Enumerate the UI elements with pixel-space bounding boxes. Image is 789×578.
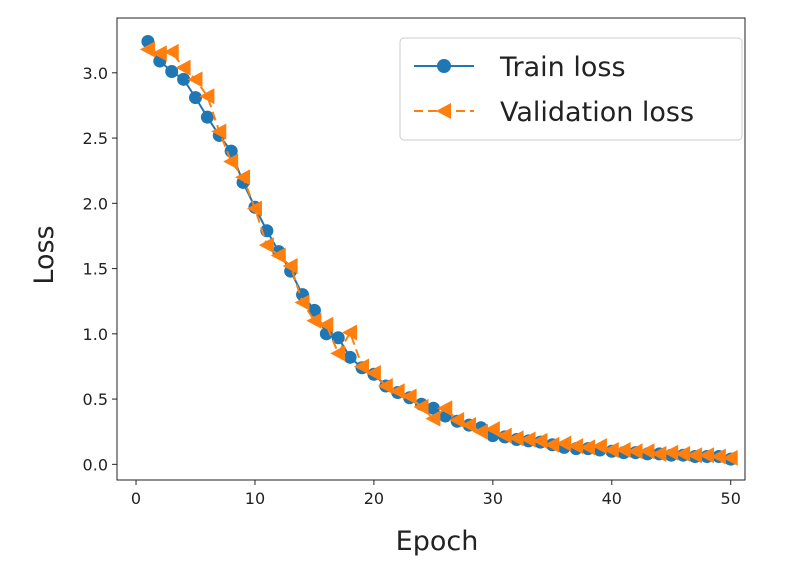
x-tick-label: 0 (131, 489, 141, 508)
validation-loss-point (401, 388, 417, 405)
validation-loss-point (163, 43, 179, 60)
validation-loss-point (270, 247, 286, 264)
train-loss-point (343, 350, 357, 364)
validation-loss-point (722, 449, 738, 466)
validation-loss-point (461, 417, 477, 434)
validation-loss-point (354, 358, 370, 375)
validation-loss-point (484, 421, 500, 438)
validation-loss-point (532, 432, 548, 449)
validation-loss-point (342, 324, 358, 341)
validation-loss-point (187, 71, 203, 88)
validation-loss-series (139, 41, 738, 466)
train-loss-point (165, 65, 179, 79)
validation-loss-point (377, 378, 393, 395)
x-tick-label: 50 (721, 489, 741, 508)
y-tick-label: 2.0 (83, 194, 108, 213)
x-tick-label: 30 (483, 489, 503, 508)
validation-loss-point (223, 153, 239, 170)
train-loss-point (307, 303, 321, 317)
legend-train-label: Train loss (499, 52, 626, 83)
validation-loss-point (294, 294, 310, 311)
train-loss-point (426, 401, 440, 415)
validation-loss-point (318, 316, 334, 333)
legend-box (399, 37, 743, 141)
y-tick-label: 0.0 (83, 455, 108, 474)
validation-loss-point (710, 448, 726, 465)
validation-loss-point (425, 410, 441, 427)
validation-loss-point (139, 41, 155, 58)
y-tick-label: 1.0 (83, 325, 108, 344)
validation-loss-point (151, 45, 167, 62)
legend: Train loss Validation loss (399, 37, 743, 141)
validation-loss-point (437, 400, 453, 417)
validation-loss-point (258, 237, 274, 254)
y-tick-label: 3.0 (83, 64, 108, 83)
validation-loss-point (508, 430, 524, 447)
validation-loss-point (496, 427, 512, 444)
y-tick-label: 0.5 (83, 390, 108, 409)
validation-loss-point (211, 123, 227, 140)
validation-loss-point (199, 88, 215, 105)
train-loss-point (189, 91, 202, 105)
validation-loss-point (520, 431, 536, 448)
validation-loss-point (235, 169, 251, 186)
x-axis-label: Epoch (396, 526, 479, 557)
validation-loss-point (413, 398, 429, 415)
validation-loss-point (246, 200, 262, 217)
validation-loss-point (627, 443, 643, 460)
validation-loss-point (568, 438, 584, 455)
validation-loss-point (580, 439, 595, 456)
validation-loss-point (603, 441, 619, 458)
validation-loss-point (306, 312, 322, 329)
x-tick-label: 10 (245, 489, 265, 508)
validation-loss-point (544, 436, 560, 453)
validation-loss-point (175, 59, 191, 76)
validation-loss-point (698, 447, 714, 464)
y-axis-label: Loss (29, 225, 60, 284)
validation-loss-point (675, 445, 691, 462)
validation-loss-point (330, 345, 346, 362)
validation-loss-point (663, 444, 679, 461)
legend-validation-marker (436, 103, 451, 119)
plot-frame (116, 17, 746, 481)
validation-loss-point (365, 364, 381, 381)
validation-loss-point (591, 438, 607, 455)
train-loss-point (177, 72, 191, 86)
validation-loss-point (282, 257, 298, 274)
y-tick-label: 2.5 (83, 129, 108, 148)
validation-loss-point (389, 383, 405, 400)
x-tick-label: 20 (364, 489, 384, 508)
legend-train-marker (437, 59, 451, 73)
validation-loss-point (556, 435, 572, 452)
validation-loss-point (687, 447, 703, 464)
validation-loss-point (651, 445, 667, 462)
y-tick-label: 1.5 (83, 260, 108, 279)
validation-loss-point (472, 423, 488, 440)
legend-validation-label: Validation loss (500, 97, 694, 128)
validation-loss-point (639, 443, 655, 460)
train-loss-point (331, 331, 345, 345)
validation-loss-point (615, 441, 631, 458)
validation-loss-point (449, 411, 465, 428)
train-loss-point (200, 110, 214, 124)
x-tick-label: 40 (602, 489, 622, 508)
